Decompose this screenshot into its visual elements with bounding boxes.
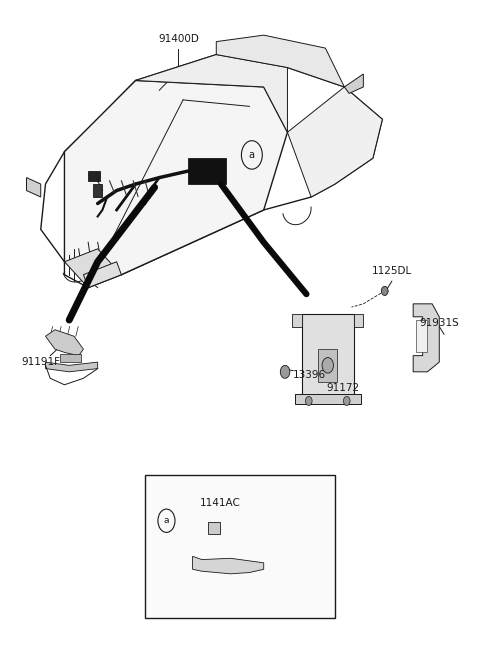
Text: 1141AC: 1141AC	[200, 498, 240, 508]
Bar	[354, 313, 363, 326]
Bar	[88, 171, 100, 181]
Text: 91191F: 91191F	[21, 357, 60, 367]
Text: 91400D: 91400D	[158, 34, 199, 44]
Circle shape	[322, 358, 334, 373]
Bar	[145, 475, 335, 618]
Bar	[60, 355, 81, 362]
Bar	[292, 313, 301, 326]
Bar	[93, 184, 102, 197]
Text: 13396: 13396	[293, 370, 326, 380]
Polygon shape	[46, 330, 84, 356]
Circle shape	[343, 396, 350, 406]
Bar	[188, 158, 226, 184]
Bar	[208, 522, 219, 534]
Bar	[301, 313, 354, 398]
Circle shape	[305, 396, 312, 406]
Polygon shape	[413, 304, 439, 372]
Polygon shape	[136, 55, 288, 133]
Polygon shape	[64, 80, 288, 275]
Text: a: a	[164, 517, 169, 525]
Text: 91172: 91172	[327, 383, 360, 393]
Text: 1125DL: 1125DL	[372, 266, 412, 276]
Bar	[295, 394, 361, 404]
Polygon shape	[26, 178, 41, 197]
Bar	[416, 320, 427, 353]
Polygon shape	[64, 249, 121, 288]
Circle shape	[280, 365, 290, 378]
Polygon shape	[192, 556, 264, 574]
Polygon shape	[216, 35, 344, 87]
Polygon shape	[84, 262, 121, 288]
Polygon shape	[288, 87, 383, 197]
Bar	[318, 349, 337, 381]
Polygon shape	[46, 362, 97, 372]
Circle shape	[382, 287, 388, 295]
Polygon shape	[344, 74, 363, 93]
Text: 91931S: 91931S	[420, 318, 459, 328]
Text: a: a	[249, 150, 255, 160]
